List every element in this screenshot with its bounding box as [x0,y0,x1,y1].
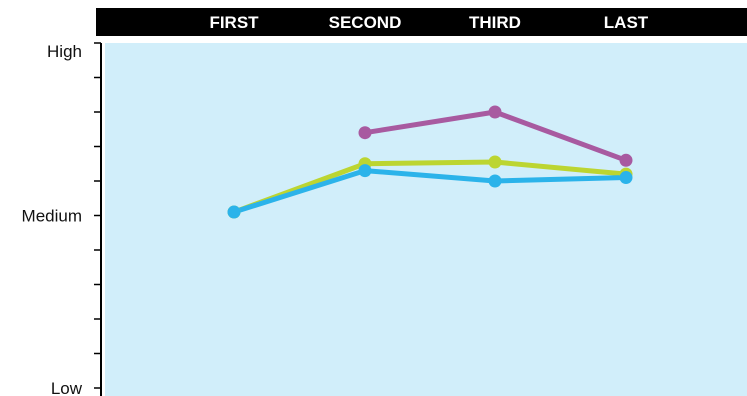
data-point [488,174,502,188]
data-point [619,171,633,185]
y-axis-labels: Low Medium High [22,42,83,396]
y-axis-label: Medium [22,207,82,226]
series-points [227,105,633,219]
category-label: SECOND [329,13,402,32]
y-axis-ticks [94,42,101,389]
series-line [231,168,629,215]
y-axis-label: High [47,42,82,61]
data-point [488,155,502,169]
y-axis-label: Low [51,379,83,396]
data-point [358,164,372,178]
category-labels: FIRST SECOND THIRD LAST [209,13,648,32]
data-point [358,126,372,140]
category-label: THIRD [469,13,521,32]
data-point [227,205,241,219]
plot-area [105,43,747,396]
data-point [488,105,502,119]
category-label: LAST [604,13,649,32]
series-line [231,159,629,215]
header-bar [96,8,747,36]
category-label: FIRST [209,13,259,32]
data-point [619,153,633,167]
